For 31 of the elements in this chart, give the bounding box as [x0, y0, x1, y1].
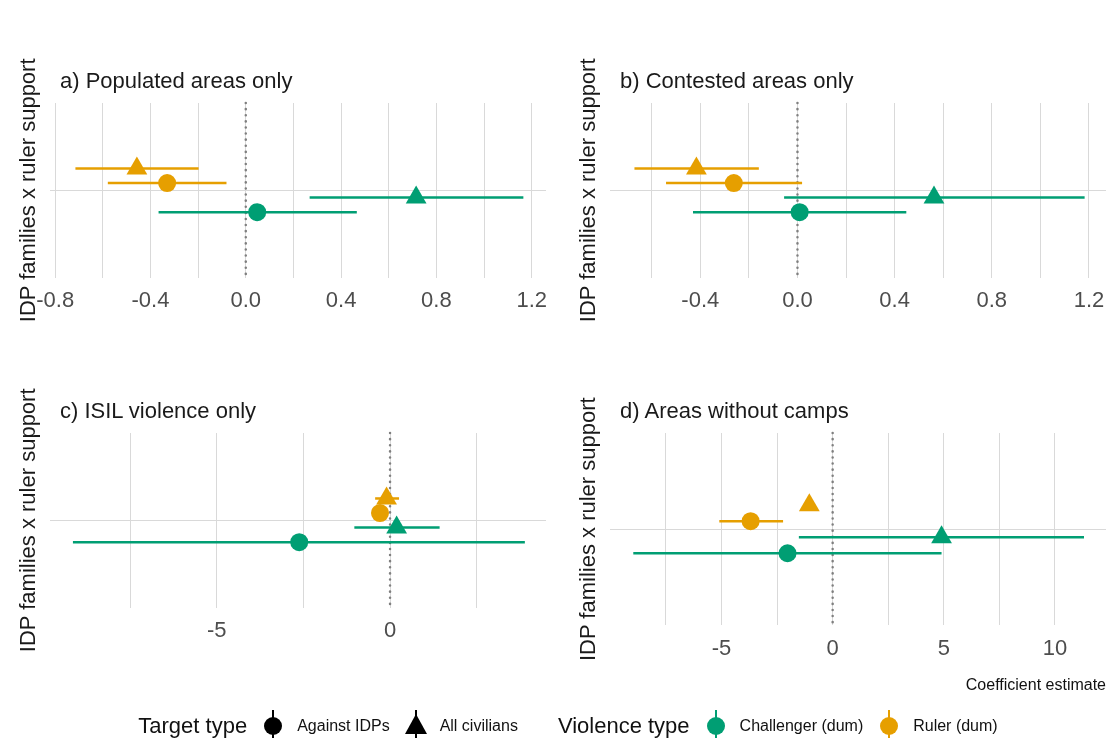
- x-tick-label: -5: [711, 634, 732, 660]
- x-tick-label: 0.4: [879, 286, 910, 312]
- x-tick-label: 0.0: [782, 286, 813, 312]
- x-axis-title: Coefficient estimate: [965, 675, 1107, 693]
- x-tick-label: 1.2: [516, 286, 547, 312]
- text: Target type: [138, 713, 248, 738]
- x-tick-label: -0.4: [681, 286, 720, 312]
- text: Ruler (dum): [913, 717, 998, 735]
- x-tick-label: 0: [826, 634, 839, 660]
- y-axis-title: IDP families x ruler support: [575, 397, 601, 662]
- chart-title: a) Populated areas only: [60, 68, 293, 94]
- chart-title: b) Contested areas only: [620, 68, 854, 94]
- x-tick-label: 10: [1042, 634, 1068, 660]
- x-tick-label: -0.8: [36, 286, 75, 312]
- x-tick-label: 1.2: [1073, 286, 1105, 312]
- text: All civilians: [439, 717, 518, 735]
- x-tick-label: -5: [206, 616, 227, 642]
- x-tick-label: -0.4: [131, 286, 170, 312]
- text: Challenger (dum): [739, 717, 864, 735]
- x-tick-label: 0.4: [325, 286, 357, 312]
- chart-title: c) ISIL violence only: [60, 398, 257, 424]
- text: Against IDPs: [297, 717, 390, 735]
- x-tick-label: 0.8: [421, 286, 452, 312]
- text: Violence type: [557, 713, 690, 738]
- x-tick-label: 5: [937, 634, 950, 660]
- chart-title: d) Areas without camps: [620, 398, 849, 424]
- x-tick-label: 0.8: [976, 286, 1008, 312]
- x-tick-label: 0.0: [230, 286, 262, 312]
- y-axis-title: IDP families x ruler support: [575, 58, 601, 323]
- x-tick-label: 0: [383, 616, 397, 642]
- y-axis-title: IDP families x ruler support: [15, 388, 41, 653]
